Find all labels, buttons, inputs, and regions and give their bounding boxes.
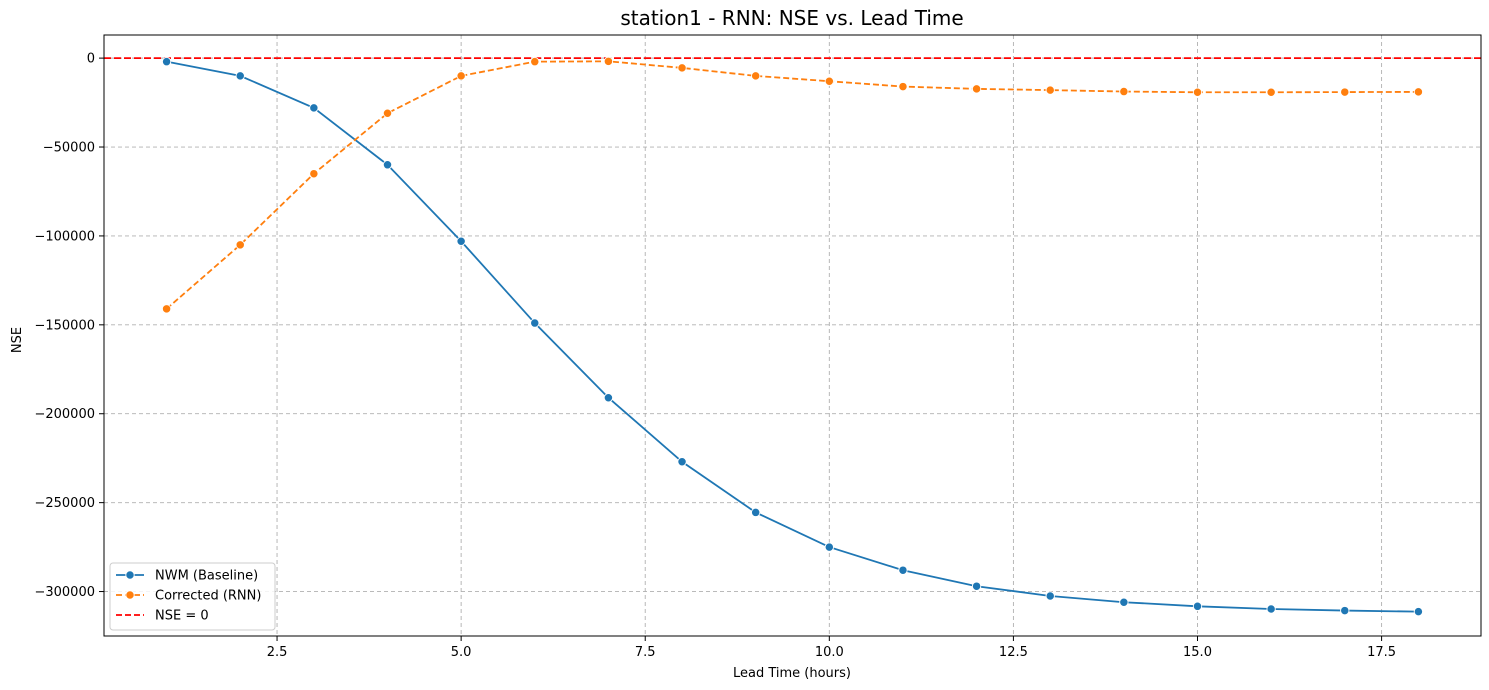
- data-point: [161, 304, 172, 314]
- data-point: [751, 71, 761, 81]
- x-tick-label: 12.5: [999, 645, 1028, 660]
- plot-frame: [103, 34, 1482, 637]
- x-axis-label: Lead Time (hours): [733, 666, 851, 681]
- data-point: [530, 57, 540, 67]
- y-tick-label: −300000: [34, 585, 95, 600]
- series-0: [161, 57, 1424, 617]
- data-point: [382, 108, 393, 118]
- data-point: [456, 236, 466, 246]
- chart-title: station1 - RNN: NSE vs. Lead Time: [620, 6, 963, 30]
- data-point: [235, 240, 245, 250]
- legend-marker: [125, 570, 135, 580]
- data-point: [1413, 87, 1424, 97]
- legend-label: NWM (Baseline): [155, 569, 258, 584]
- data-point: [1045, 591, 1055, 601]
- y-tick-label: −200000: [34, 407, 95, 422]
- legend-label: NSE = 0: [155, 609, 209, 624]
- y-axis: 0 −50000 −100000 −150000 −200000 −250000 −3000…: [34, 52, 104, 600]
- data-point: [1192, 87, 1203, 97]
- legend-marker: [125, 590, 135, 600]
- x-axis: 2.5 5.0 7.5 10.0 12.5 15.0 17.5: [267, 636, 1396, 660]
- data-point: [382, 160, 393, 170]
- y-tick-label: −50000: [43, 141, 95, 156]
- data-point: [677, 63, 687, 73]
- grid: [104, 35, 1481, 636]
- legend-label: Corrected (RNN): [155, 589, 261, 604]
- data-point: [898, 81, 908, 92]
- data-point: [971, 84, 982, 94]
- y-tick-label: −250000: [34, 496, 95, 511]
- data-point: [1266, 604, 1276, 614]
- x-tick-label: 2.5: [267, 645, 288, 660]
- data-point: [530, 318, 540, 328]
- series-1: [161, 56, 1424, 314]
- y-tick-label: −150000: [34, 318, 95, 333]
- data-point: [1266, 87, 1276, 97]
- data-point: [898, 565, 908, 575]
- y-axis-label: NSE: [10, 327, 25, 353]
- data-point: [235, 71, 245, 81]
- data-point: [309, 169, 319, 179]
- data-point: [456, 71, 466, 81]
- x-tick-label: 17.5: [1367, 645, 1396, 660]
- x-tick-label: 7.5: [635, 645, 656, 660]
- x-tick-label: 5.0: [451, 645, 472, 660]
- x-tick-label: 10.0: [815, 645, 844, 660]
- data-point: [161, 57, 172, 67]
- y-tick-label: −100000: [34, 229, 95, 244]
- series-layer: [161, 56, 1424, 617]
- data-point: [824, 542, 834, 552]
- data-point: [1192, 601, 1203, 611]
- data-point: [1045, 85, 1055, 95]
- x-tick-label: 15.0: [1183, 645, 1212, 660]
- y-tick-label: 0: [87, 52, 95, 67]
- data-point: [1340, 605, 1350, 616]
- data-point: [1413, 606, 1424, 617]
- data-point: [1119, 597, 1129, 607]
- data-point: [677, 457, 687, 467]
- data-point: [603, 56, 614, 66]
- data-point: [1119, 86, 1129, 97]
- data-point: [824, 76, 834, 86]
- data-point: [1340, 87, 1350, 97]
- legend: NWM (Baseline) Corrected (RNN) NSE = 0: [109, 562, 276, 631]
- data-point: [971, 581, 982, 591]
- data-point: [603, 393, 614, 403]
- series-line: [166, 60, 1419, 613]
- data-point: [309, 103, 319, 113]
- data-point: [751, 507, 761, 518]
- legend-box: [109, 562, 276, 631]
- series-line: [165, 60, 1419, 310]
